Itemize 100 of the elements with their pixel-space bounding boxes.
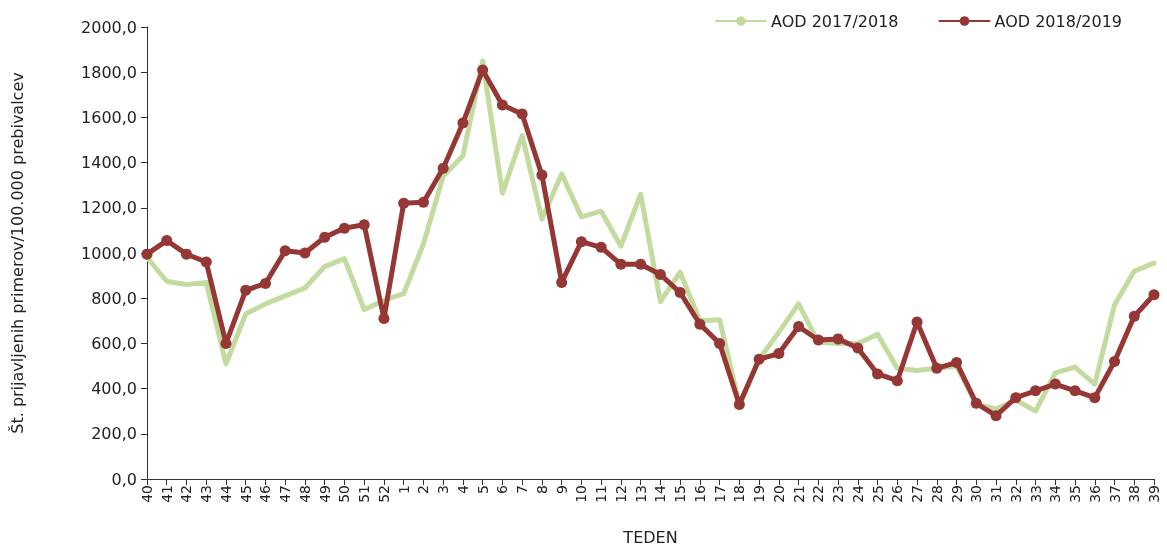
x-tick-label: 34 [1047, 484, 1064, 503]
point [398, 197, 410, 209]
x-tick-label: 1 [395, 485, 412, 494]
point [832, 333, 844, 345]
x-tick-label: 8 [533, 485, 550, 494]
x-tick-label: 27 [909, 485, 926, 503]
point [595, 241, 607, 253]
point [516, 108, 528, 120]
point [575, 236, 587, 248]
x-tick-label: 5 [474, 485, 491, 494]
x-tick-label: 28 [928, 485, 945, 503]
y-tick-label: 1600,0 [81, 107, 137, 127]
point [1128, 310, 1140, 322]
point [457, 117, 469, 129]
x-tick-label: 37 [1106, 485, 1123, 503]
point [951, 357, 963, 369]
point [556, 276, 568, 288]
point [161, 235, 173, 247]
point [299, 247, 311, 259]
x-tick-label: 10 [573, 485, 590, 503]
point [1148, 289, 1160, 301]
point [1030, 385, 1042, 397]
point [635, 258, 647, 270]
point [141, 248, 153, 260]
point [240, 284, 252, 296]
y-axis-title: Št. prijavljenih primerov/100.000 prebivalcev [7, 72, 27, 434]
x-tick-label: 21 [790, 485, 807, 503]
x-tick-label: 41 [158, 485, 175, 503]
y-tick-label: 600,0 [91, 333, 137, 353]
y-tick-label: 1000,0 [81, 243, 137, 263]
point [319, 231, 331, 243]
point [812, 334, 824, 346]
point [378, 313, 390, 325]
point [181, 248, 192, 260]
point [674, 287, 686, 299]
x-tick-label: 22 [810, 485, 827, 503]
x-tick-label: 33 [1027, 485, 1044, 503]
x-tick-label: 11 [593, 485, 610, 503]
point [931, 362, 943, 374]
x-tick-label: 35 [1067, 485, 1084, 503]
point [536, 169, 548, 181]
x-tick-label: 46 [257, 484, 274, 503]
y-tick-label: 1800,0 [81, 62, 137, 82]
y-tick-label: 0,0 [111, 469, 137, 489]
x-tick-label: 42 [178, 485, 195, 503]
y-tick-label: 400,0 [91, 379, 137, 399]
x-tick-label: 6 [494, 484, 511, 494]
point [872, 368, 884, 380]
x-tick-label: 24 [849, 484, 866, 503]
x-tick-label: 12 [612, 485, 629, 503]
y-tick-label: 1400,0 [81, 153, 137, 173]
x-tick-label: 14 [652, 484, 669, 503]
point [417, 196, 429, 208]
x-tick-label: 9 [553, 485, 570, 494]
point [891, 375, 903, 387]
x-tick-label: 4 [454, 484, 471, 494]
point [1010, 392, 1022, 404]
point [654, 268, 666, 280]
x-axis-title: TEDEN [622, 527, 678, 547]
x-tick-label: 25 [869, 485, 886, 503]
point [615, 258, 627, 270]
x-tick-label: 39 [1146, 485, 1162, 503]
x-tick-label: 15 [672, 485, 689, 503]
point [1089, 392, 1101, 404]
point [259, 278, 271, 290]
x-tick-label: 38 [1126, 485, 1143, 503]
point [200, 256, 212, 268]
point [279, 245, 291, 257]
x-tick-label: 32 [1007, 485, 1024, 503]
x-tick-label: 44 [217, 484, 234, 503]
point [1069, 385, 1081, 397]
x-tick-label: 43 [198, 485, 215, 503]
y-tick-label: 2000,0 [81, 17, 137, 37]
point [437, 162, 449, 174]
legend-label: AOD 2017/2018 [771, 11, 899, 31]
point [970, 397, 982, 409]
point [714, 337, 726, 349]
x-tick-label: 16 [691, 484, 708, 503]
x-tick-label: 40 [139, 485, 155, 503]
x-tick-label: 23 [830, 485, 847, 503]
y-tick-label: 1200,0 [81, 198, 137, 218]
point [990, 410, 1002, 422]
point [496, 99, 508, 111]
x-tick-label: 30 [968, 485, 985, 503]
point [358, 219, 370, 231]
x-tick-label: 18 [731, 485, 748, 503]
x-tick-label: 47 [277, 485, 294, 503]
x-tick-label: 50 [336, 485, 353, 503]
x-tick-label: 45 [237, 485, 254, 503]
x-tick-label: 51 [356, 485, 373, 503]
x-tick-label: 36 [1086, 484, 1103, 503]
point [694, 318, 706, 330]
x-tick-label: 19 [751, 485, 768, 503]
legend-label: AOD 2018/2019 [994, 11, 1123, 31]
y-tick-label: 800,0 [91, 288, 137, 308]
x-tick-label: 2 [415, 485, 432, 494]
point [773, 348, 785, 360]
x-tick-label: 20 [770, 485, 787, 503]
x-tick-label: 52 [375, 485, 392, 503]
x-tick-label: 48 [296, 485, 313, 503]
